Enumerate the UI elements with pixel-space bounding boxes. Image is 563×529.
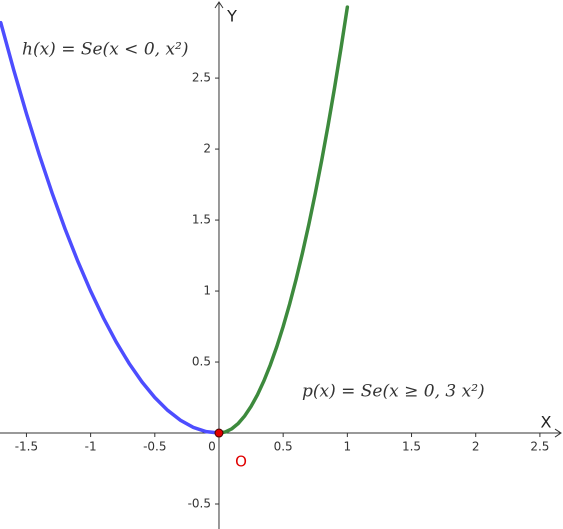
y-axis-label: Y xyxy=(226,7,237,26)
curve xyxy=(217,5,350,435)
y-tick-label: -0.5 xyxy=(188,497,211,511)
x-tick-label: 0.5 xyxy=(274,440,293,454)
y-tick-label: 1.5 xyxy=(192,213,211,227)
series-label: h(x) = Se(x < 0, x²) xyxy=(22,40,189,60)
x-tick-label: 2 xyxy=(472,440,480,454)
x-tick-label: 0 xyxy=(208,440,216,454)
point xyxy=(214,428,224,438)
x-tick-label: -0.5 xyxy=(143,440,166,454)
x-tick-label: -1.5 xyxy=(15,440,38,454)
y-tick-label: 1 xyxy=(203,284,211,298)
series-label: p(x) = Se(x ≥ 0, 3 x²) xyxy=(302,382,485,402)
y-axis-arrow xyxy=(214,1,224,9)
x-tick-label: -1 xyxy=(85,440,97,454)
x-axis-label: X xyxy=(541,413,552,432)
x-axis-arrow xyxy=(554,428,562,438)
x-tick-label: 2.5 xyxy=(530,440,549,454)
point-label: O xyxy=(235,453,247,471)
y-tick-label: 0.5 xyxy=(192,355,211,369)
curve xyxy=(0,20,221,435)
y-tick-label: 2.5 xyxy=(192,71,211,85)
y-tick-label: 2 xyxy=(203,142,211,156)
x-tick-label: 1 xyxy=(344,440,352,454)
x-tick-label: 1.5 xyxy=(402,440,421,454)
